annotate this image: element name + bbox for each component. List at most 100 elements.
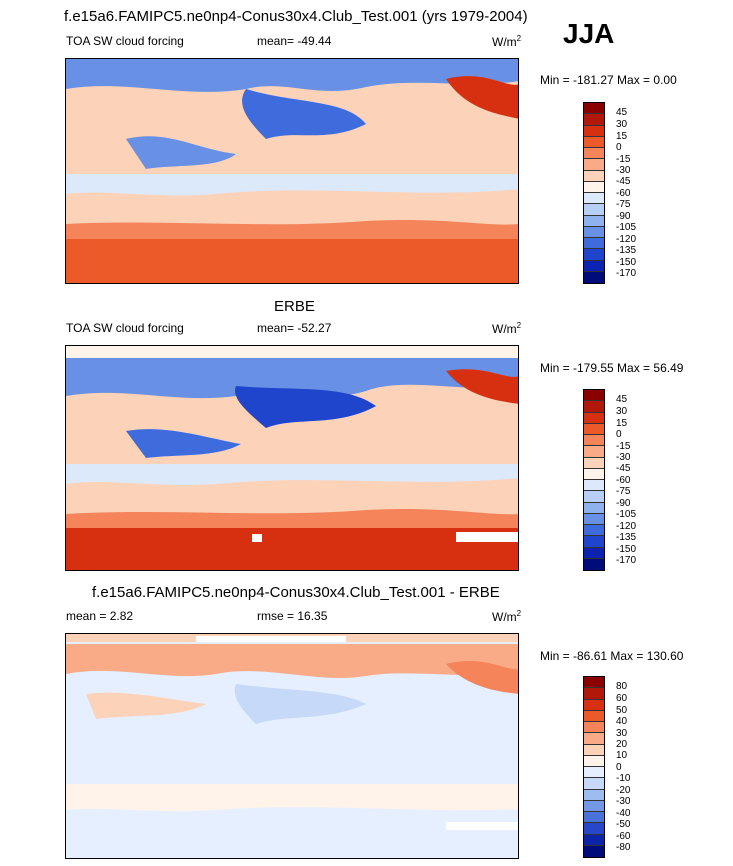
page-title: f.e15a6.FAMIPC5.ne0np4-Conus30x4.Club_Te… — [64, 8, 528, 25]
colorbar-swatch — [584, 412, 604, 424]
panel3-cbar-label: 50 — [616, 705, 628, 716]
panel1-cbar-label: -120 — [616, 234, 637, 245]
colorbar-swatch — [584, 755, 604, 767]
colorbar-swatch — [584, 136, 604, 148]
colorbar-swatch — [584, 170, 604, 182]
panel3-colorbar — [583, 676, 605, 858]
colorbar-swatch — [584, 845, 604, 857]
panel2-cbar-label: 30 — [616, 406, 628, 417]
panel1-cbar-label: -105 — [616, 222, 637, 233]
panel3-cbar-label: -60 — [616, 831, 631, 842]
colorbar-swatch — [584, 834, 604, 846]
panel1-colorbar — [583, 102, 605, 284]
colorbar-swatch — [584, 677, 604, 689]
panel2-cbar-label: -60 — [616, 475, 631, 486]
panel1-cbar-label: 30 — [616, 119, 628, 130]
panel2-cbar-label: -90 — [616, 498, 631, 509]
panel3-cbar-label: -10 — [616, 773, 631, 784]
colorbar-swatch — [584, 271, 604, 283]
panel2-cbar-label: 45 — [616, 394, 628, 405]
panel3-cbar-label: -40 — [616, 808, 631, 819]
panel3-minmax: Min = -86.61 Max = 130.60 — [540, 649, 684, 663]
panel1-cbar-label: -90 — [616, 211, 631, 222]
panel2-left-label: TOA SW cloud forcing — [66, 321, 184, 335]
colorbar-swatch — [584, 260, 604, 272]
panel1-cbar-label: -170 — [616, 268, 637, 279]
panel1-cbar-label: 15 — [616, 131, 628, 142]
colorbar-swatch — [584, 435, 604, 447]
colorbar-swatch — [584, 103, 604, 115]
panel1-minmax: Min = -181.27 Max = 0.00 — [540, 73, 677, 87]
colorbar-swatch — [584, 446, 604, 458]
colorbar-swatch — [584, 491, 604, 503]
panel2-cbar-label: 0 — [616, 429, 622, 440]
panel2-cbar-label: -30 — [616, 452, 631, 463]
panel2-cbar-label: -45 — [616, 463, 631, 474]
panel3-cbar-label: 40 — [616, 716, 628, 727]
panel3-cbar-label: 20 — [616, 739, 628, 750]
colorbar-swatch — [584, 547, 604, 559]
season-label: JJA — [563, 18, 615, 49]
colorbar-swatch — [584, 468, 604, 480]
panel3-cbar-label: 10 — [616, 750, 628, 761]
panel3-cbar-label: 0 — [616, 762, 622, 773]
panel1-cbar-label: -30 — [616, 165, 631, 176]
panel1-cbar-label: 45 — [616, 107, 628, 118]
panel3-cbar-label: 30 — [616, 728, 628, 739]
panel2-cbar-label: -75 — [616, 486, 631, 497]
colorbar-swatch — [584, 778, 604, 790]
panel1-cbar-label: -45 — [616, 176, 631, 187]
panel3-rmse-label: rmse = 16.35 — [257, 609, 328, 623]
colorbar-swatch — [584, 159, 604, 171]
colorbar-swatch — [584, 513, 604, 525]
panel2-cbar-label: -135 — [616, 532, 637, 543]
colorbar-swatch — [584, 710, 604, 722]
colorbar-swatch — [584, 789, 604, 801]
panel1-cbar-label: -135 — [616, 245, 637, 256]
panel3-cbar-label: -50 — [616, 819, 631, 830]
colorbar-swatch — [584, 181, 604, 193]
colorbar-swatch — [584, 238, 604, 250]
colorbar-swatch — [584, 502, 604, 514]
colorbar-swatch — [584, 558, 604, 570]
panel1-cbar-label: -60 — [616, 188, 631, 199]
colorbar-swatch — [584, 204, 604, 216]
panel1-cbar-label: 0 — [616, 142, 622, 153]
panel1-left-label: TOA SW cloud forcing — [66, 34, 184, 48]
colorbar-swatch — [584, 812, 604, 824]
colorbar-swatch — [584, 148, 604, 160]
panel3-cbar-label: -20 — [616, 785, 631, 796]
panel1-cbar-label: -150 — [616, 257, 637, 268]
panel2-cbar-label: -170 — [616, 555, 637, 566]
panel3-cbar-label: 60 — [616, 693, 628, 704]
colorbar-swatch — [584, 536, 604, 548]
panel3-mean-label: mean = 2.82 — [66, 609, 134, 623]
colorbar-swatch — [584, 423, 604, 435]
panel2-units: W/m2 — [492, 321, 522, 336]
colorbar-swatch — [584, 215, 604, 227]
colorbar-swatch — [584, 114, 604, 126]
panel1-cbar-label: -75 — [616, 199, 631, 210]
panel3-units: W/m2 — [492, 609, 522, 624]
panel2-cbar-label: -150 — [616, 544, 637, 555]
colorbar-swatch — [584, 480, 604, 492]
panel2-mean-label: mean= -52.27 — [257, 321, 332, 335]
panel2-title: ERBE — [274, 298, 315, 315]
panel2-cbar-label: -120 — [616, 521, 637, 532]
colorbar-swatch — [584, 688, 604, 700]
colorbar-swatch — [584, 193, 604, 205]
panel1-map — [65, 58, 519, 284]
panel2-minmax: Min = -179.55 Max = 56.49 — [540, 361, 684, 375]
panel1-cbar-label: -15 — [616, 154, 631, 165]
panel3-cbar-label: 80 — [616, 681, 628, 692]
colorbar-swatch — [584, 767, 604, 779]
colorbar-swatch — [584, 401, 604, 413]
panel2-map — [65, 345, 519, 571]
panel3-map — [65, 633, 519, 859]
colorbar-swatch — [584, 722, 604, 734]
colorbar-swatch — [584, 457, 604, 469]
panel2-colorbar — [583, 389, 605, 571]
colorbar-swatch — [584, 525, 604, 537]
panel2-cbar-label: 15 — [616, 418, 628, 429]
colorbar-swatch — [584, 226, 604, 238]
